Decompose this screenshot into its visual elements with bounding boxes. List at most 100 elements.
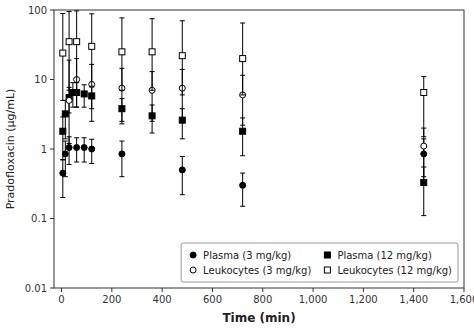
error-cap — [240, 173, 245, 174]
error-cap — [82, 84, 87, 85]
error-bar — [240, 173, 245, 206]
error-bar — [180, 21, 185, 95]
point — [66, 39, 72, 45]
x-tick-label: 1,600 — [450, 294, 474, 305]
y-tick — [50, 288, 54, 289]
error-line — [65, 100, 66, 138]
error-cap — [74, 107, 79, 108]
error-line — [65, 141, 66, 177]
error-cap — [74, 137, 79, 138]
error-cap — [240, 155, 245, 156]
error-line — [62, 117, 63, 160]
x-tick — [162, 288, 163, 292]
error-cap — [74, 90, 79, 91]
error-bar — [421, 77, 426, 137]
error-cap — [150, 121, 155, 122]
error-bar — [89, 14, 94, 86]
error-cap — [74, 10, 79, 11]
error-cap — [150, 90, 155, 91]
error-cap — [89, 86, 94, 87]
error-cap — [119, 90, 124, 91]
y-tick-label: 10 — [34, 74, 47, 85]
x-tick-label: 1,000 — [299, 294, 328, 305]
error-bar — [74, 11, 79, 90]
x-tick-label: 600 — [203, 294, 222, 305]
legend-label: Leukocytes (3 mg/kg) — [203, 265, 311, 276]
legend-symbol — [190, 267, 196, 273]
point — [62, 111, 68, 117]
error-cap — [89, 121, 94, 122]
x-tick — [413, 288, 414, 292]
error-line — [76, 11, 77, 90]
legend: Plasma (3 mg/kg) Plasma (12 mg/kg) Leukocy… — [181, 243, 458, 282]
point — [74, 145, 80, 151]
y-axis-label: Pradofloxacin (μg/mL) — [4, 89, 17, 210]
error-cap — [82, 162, 87, 163]
point — [119, 49, 125, 55]
error-line — [423, 77, 424, 137]
error-line — [242, 173, 243, 206]
error-cap — [421, 176, 426, 177]
error-line — [62, 14, 63, 101]
error-bar — [67, 12, 72, 91]
error-cap — [63, 141, 68, 142]
point — [149, 49, 155, 55]
error-bar — [119, 18, 124, 90]
series — [60, 137, 427, 207]
error-line — [121, 141, 122, 177]
x-tick — [111, 288, 112, 292]
series — [60, 83, 427, 216]
error-cap — [119, 121, 124, 122]
x-tick-label: 1,200 — [349, 294, 378, 305]
error-cap — [180, 20, 185, 21]
error-bar — [60, 160, 65, 198]
error-cap — [150, 132, 155, 133]
error-bar — [240, 23, 245, 95]
error-cap — [180, 156, 185, 157]
error-cap — [74, 107, 79, 108]
point — [81, 145, 87, 151]
x-tick-label: 800 — [253, 294, 272, 305]
chart: 0.010.111010002004006008001,0001,2001,40… — [0, 0, 474, 330]
x-tick-label: 400 — [153, 294, 172, 305]
error-cap — [421, 215, 426, 216]
error-line — [182, 156, 183, 194]
error-cap — [119, 141, 124, 142]
point — [89, 146, 95, 152]
error-bar — [74, 138, 79, 162]
x-tick — [212, 288, 213, 292]
error-cap — [180, 194, 185, 195]
error-bar — [180, 156, 185, 194]
x-tick-label: 1,400 — [399, 294, 428, 305]
error-cap — [421, 76, 426, 77]
point — [421, 179, 427, 185]
point — [179, 53, 185, 59]
error-cap — [119, 17, 124, 18]
error-cap — [63, 176, 68, 177]
plot-area — [54, 10, 464, 288]
y-tick-label: 100 — [28, 5, 47, 16]
error-cap — [150, 18, 155, 19]
error-bar — [150, 19, 155, 91]
x-tick — [464, 288, 465, 292]
legend-label: Plasma (3 mg/kg) — [203, 250, 291, 261]
error-bar — [82, 85, 87, 107]
error-cap — [89, 13, 94, 14]
y-tick — [50, 218, 54, 219]
legend-label: Leukocytes (12 mg/kg) — [337, 265, 452, 276]
point — [240, 128, 246, 134]
error-cap — [74, 162, 79, 163]
point — [66, 97, 72, 103]
x-tick — [262, 288, 263, 292]
error-cap — [60, 159, 65, 160]
y-tick-label: 0.01 — [25, 283, 47, 294]
point — [60, 50, 66, 56]
error-cap — [119, 123, 124, 124]
legend-label: Plasma (12 mg/kg) — [337, 250, 432, 261]
error-bar — [119, 141, 124, 177]
point — [179, 167, 185, 173]
error-cap — [60, 13, 65, 14]
error-cap — [67, 164, 72, 165]
error-cap — [180, 94, 185, 95]
error-cap — [240, 94, 245, 95]
